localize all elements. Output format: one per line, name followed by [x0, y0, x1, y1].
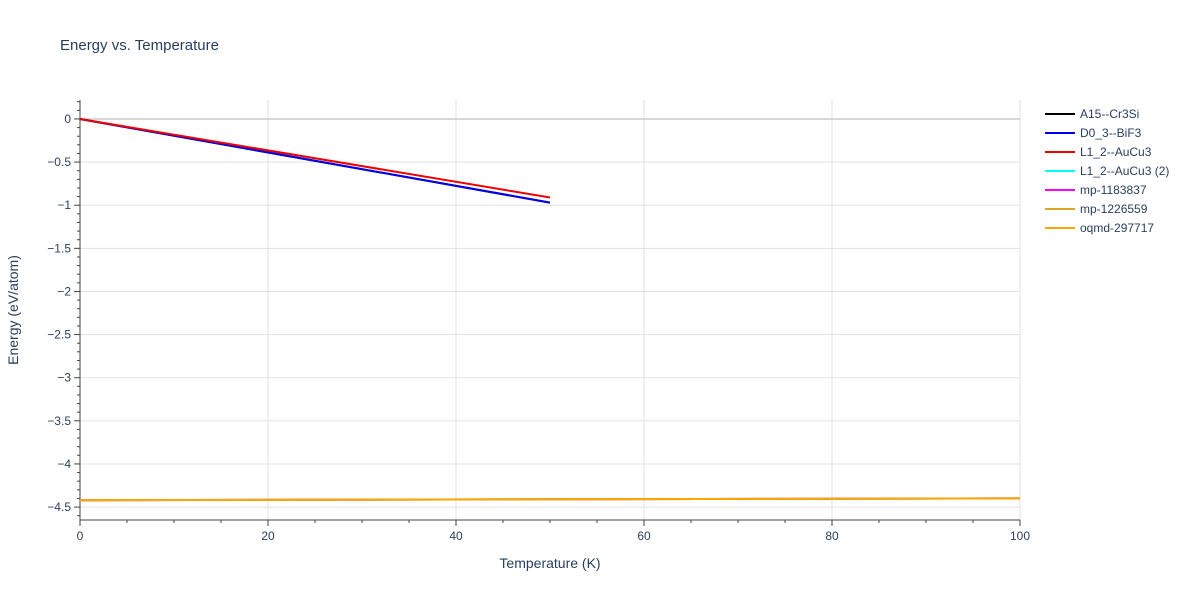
y-tick-label: −3.5	[47, 414, 71, 428]
grid	[80, 100, 1021, 520]
x-tick-label: 60	[637, 529, 651, 543]
legend-label: L1_2--AuCu3	[1080, 145, 1152, 159]
tick-labels: 0 20 40 60 80 100 0 −0.5 −1 −1.5 −2 −2.5 −3 −3.5 −4 −4.…	[47, 112, 1030, 543]
legend-label: A15--Cr3Si	[1080, 107, 1139, 121]
x-tick-label: 40	[449, 529, 463, 543]
x-tick-label: 20	[261, 529, 275, 543]
legend-label: D0_3--BiF3	[1080, 126, 1142, 140]
x-tick-label: 100	[1010, 529, 1030, 543]
legend-item[interactable]: A15--Cr3Si	[1045, 107, 1139, 121]
y-tick-label: 0	[64, 112, 71, 126]
y-tick-label: −1.5	[47, 241, 71, 255]
y-tick-label: −1	[57, 198, 71, 212]
legend-item[interactable]: mp-1226559	[1045, 202, 1148, 216]
legend-label: L1_2--AuCu3 (2)	[1080, 164, 1169, 178]
y-tick-label: −3	[57, 371, 71, 385]
legend-item[interactable]: L1_2--AuCu3 (2)	[1045, 164, 1169, 178]
series-lines	[79, 118, 1021, 502]
x-tick-label: 80	[825, 529, 839, 543]
legend-item[interactable]: oqmd-297717	[1045, 221, 1154, 235]
legend-item[interactable]: L1_2--AuCu3	[1045, 145, 1152, 159]
chart-title: Energy vs. Temperature	[60, 37, 219, 54]
legend-item[interactable]: D0_3--BiF3	[1045, 126, 1142, 140]
y-tick-label: −4	[57, 457, 71, 471]
y-axis-title: Energy (eV/atom)	[5, 255, 21, 365]
x-axis-title: Temperature (K)	[499, 555, 600, 571]
legend-label: mp-1183837	[1080, 183, 1147, 197]
legend: A15--Cr3Si D0_3--BiF3 L1_2--AuCu3 L1_2--AuC…	[1045, 107, 1169, 235]
y-tick-label: −2.5	[47, 328, 71, 342]
legend-label: oqmd-297717	[1080, 221, 1154, 235]
legend-label: mp-1226559	[1080, 202, 1148, 216]
y-tick-label: −4.5	[47, 500, 71, 514]
axes	[74, 100, 1021, 526]
y-tick-label: −0.5	[47, 155, 71, 169]
y-tick-label: −2	[57, 284, 71, 298]
legend-item[interactable]: mp-1183837	[1045, 183, 1147, 197]
series-line	[79, 497, 1021, 502]
series-line	[79, 118, 551, 199]
x-tick-label: 0	[77, 529, 84, 543]
